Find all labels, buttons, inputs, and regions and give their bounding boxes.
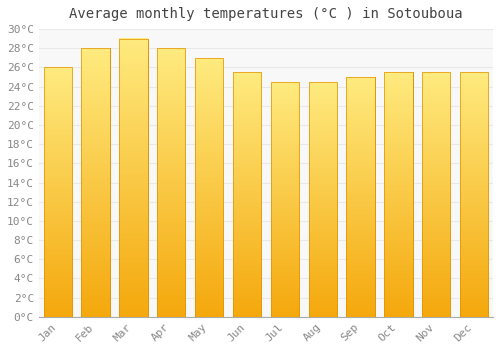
Bar — [384, 72, 412, 317]
Bar — [233, 72, 261, 317]
Bar — [460, 72, 488, 317]
Bar — [157, 48, 186, 317]
Bar — [308, 82, 337, 317]
Bar — [119, 38, 148, 317]
Bar — [422, 72, 450, 317]
Bar — [270, 82, 299, 317]
Bar — [195, 58, 224, 317]
Bar — [422, 72, 450, 317]
Bar — [157, 48, 186, 317]
Bar — [82, 48, 110, 317]
Bar — [44, 68, 72, 317]
Bar — [44, 68, 72, 317]
Bar — [346, 77, 375, 317]
Bar — [346, 77, 375, 317]
Bar — [308, 82, 337, 317]
Bar — [384, 72, 412, 317]
Bar — [119, 38, 148, 317]
Bar — [195, 58, 224, 317]
Bar — [270, 82, 299, 317]
Bar — [460, 72, 488, 317]
Bar — [233, 72, 261, 317]
Title: Average monthly temperatures (°C ) in Sotouboua: Average monthly temperatures (°C ) in So… — [69, 7, 462, 21]
Bar — [82, 48, 110, 317]
